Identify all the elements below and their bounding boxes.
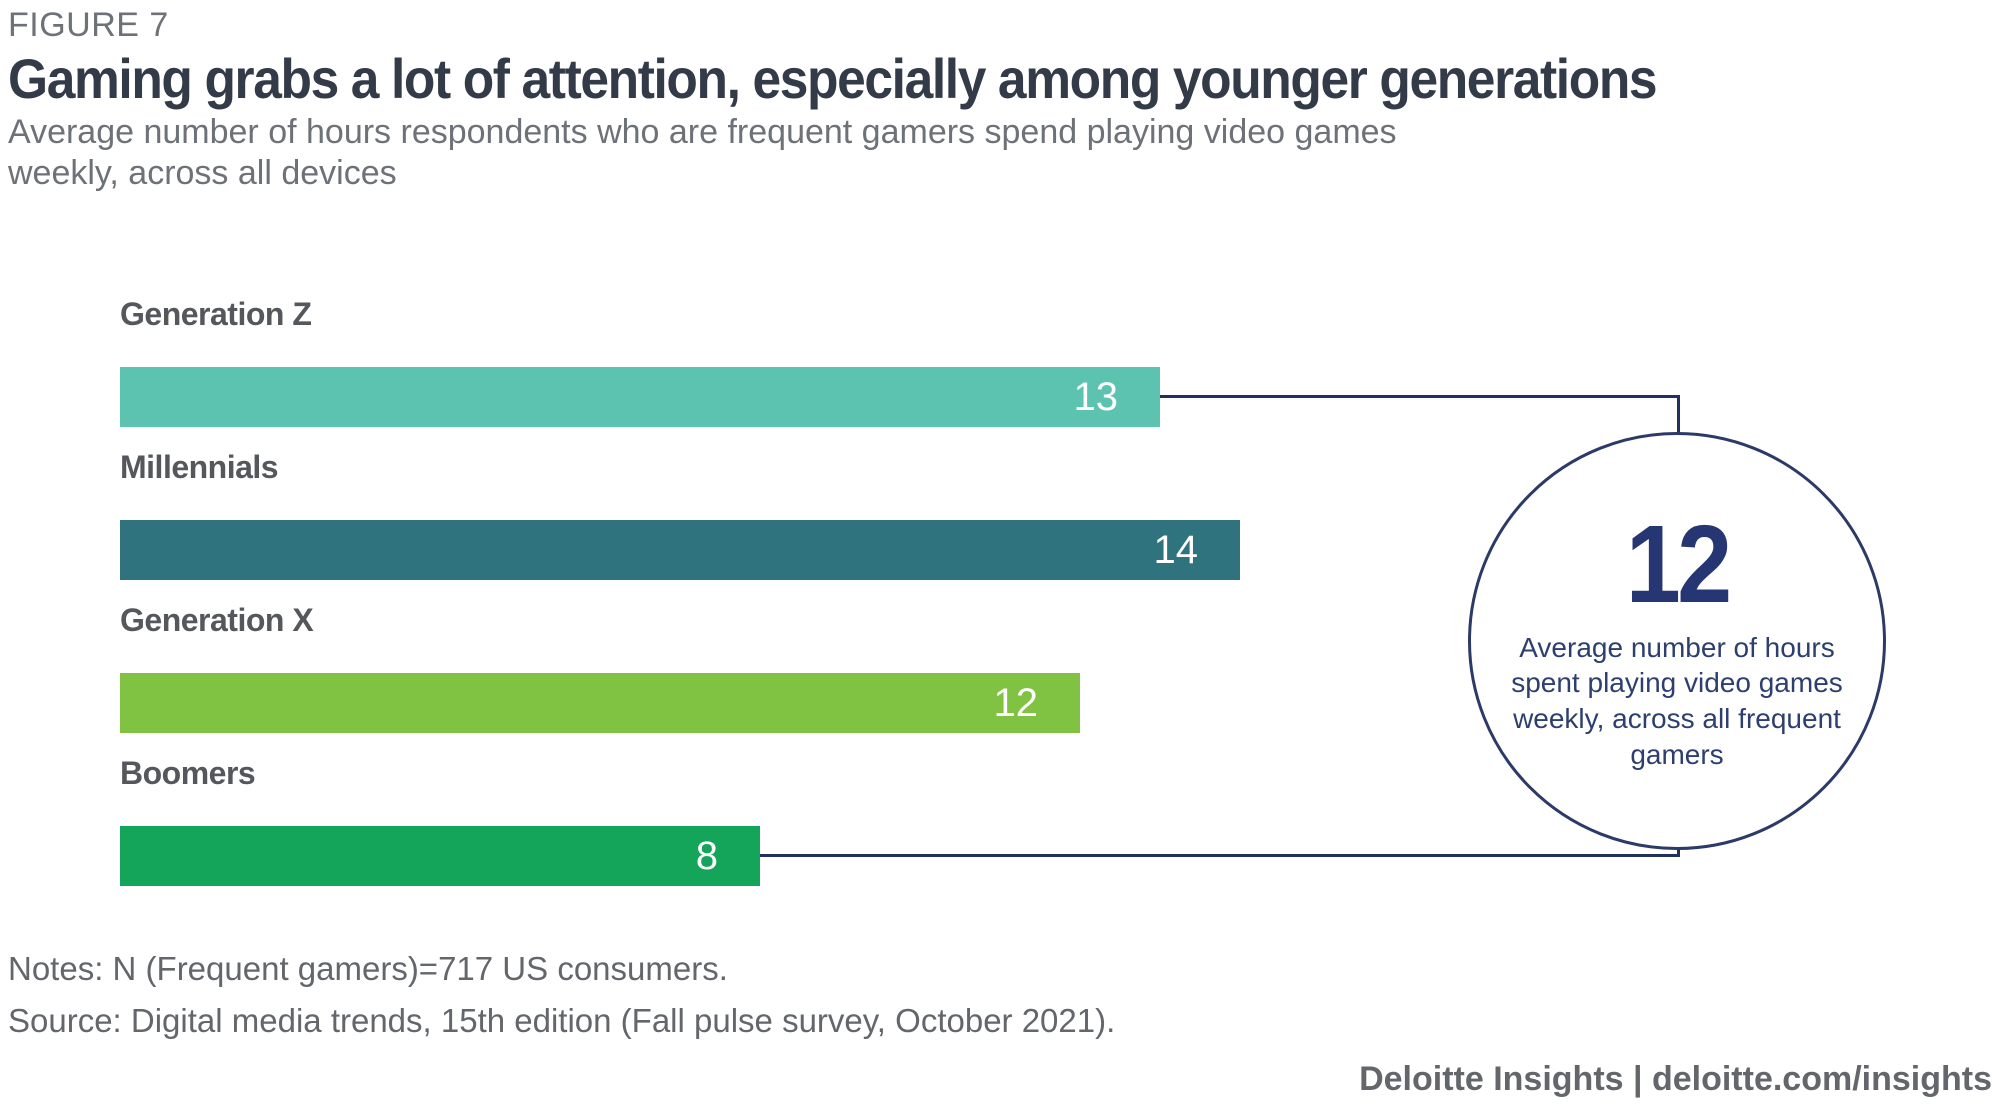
bar-category-label: Millennials [120,449,279,485]
bar-category-label: Generation X [120,602,314,638]
figure-number-label: FIGURE 7 [8,6,169,44]
callout-connector-line [1677,395,1680,439]
deloitte-insights-footer: Deloitte Insights | deloitte.com/insight… [1359,1060,1992,1098]
callout-connector-line [1160,395,1680,398]
bar: 13 [120,367,1160,427]
bar: 12 [120,673,1080,733]
bar-value-label: 14 [1153,527,1199,572]
bar-value-label: 13 [1073,374,1119,419]
chart-subtitle: Average number of hours respondents who … [8,113,1397,193]
bar-value-label: 12 [993,680,1039,725]
chart-title: Gaming grabs a lot of attention, especia… [8,47,1658,110]
chart-source: Source: Digital media trends, 15th editi… [8,1002,1116,1039]
bar-value-label: 8 [695,833,718,878]
average-callout-circle: 12 Average number of hours spent playing… [1468,432,1886,850]
chart-notes: Notes: N (Frequent gamers)=717 US consum… [8,950,728,987]
bar: 8 [120,826,760,886]
callout-connector-line [760,854,1680,857]
average-callout-value: 12 [1625,502,1733,626]
average-callout-description: Average number of hours spent playing vi… [1511,631,1843,770]
bar: 14 [120,520,1240,580]
bar-category-label: Boomers [120,755,256,791]
bar-category-label: Generation Z [120,296,312,332]
